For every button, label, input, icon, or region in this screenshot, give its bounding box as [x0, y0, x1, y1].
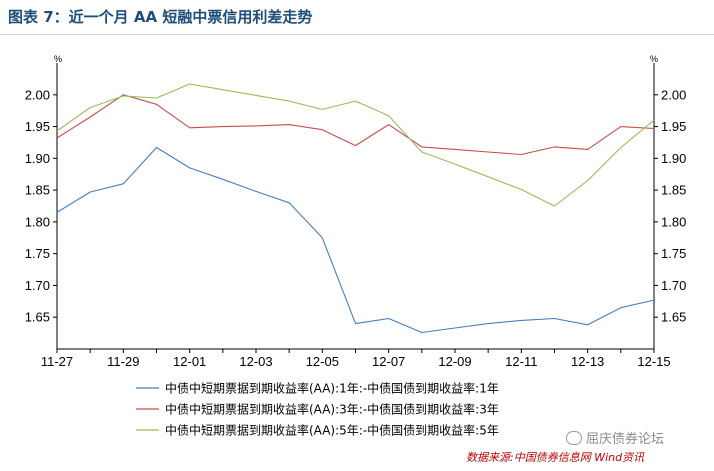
x-axis-ticks: 11-27 11-29 12-01 12-03 12-05 12-07 12-09 12-11…: [41, 349, 671, 369]
y-tick-label-right: 1.90: [661, 151, 686, 166]
x-tick-label: 12-13: [571, 354, 604, 369]
x-tick-label: 11-29: [107, 354, 139, 369]
x-tick-label: 12-09: [438, 354, 471, 369]
legend-label-2: 中债中短期票据到期收益率(AA):3年:-中债国债到期收益率:3年: [165, 402, 499, 417]
legend-label-3: 中债中短期票据到期收益率(AA):5年:-中债国债到期收益率:5年: [165, 423, 499, 438]
y-tick-label-right: 1.95: [661, 119, 686, 134]
y-tick-label-left: 2.00: [25, 87, 50, 102]
y-axis-right-ticks: 1.65 1.70 1.75 1.80 1.85 1.90 1.95 2.00: [654, 87, 686, 325]
x-tick-label: 12-07: [372, 354, 405, 369]
series-lines: [56, 83, 655, 334]
y-tick-label-left: 1.65: [25, 310, 50, 325]
y-tick-label-right: 1.70: [661, 278, 686, 293]
y-tick-label-left: 1.85: [25, 183, 50, 198]
title-divider: [0, 34, 714, 35]
chart-axes: %%: [54, 54, 658, 350]
watermark: 屈庆债券论坛: [566, 428, 664, 447]
x-tick-label: 12-05: [306, 354, 339, 369]
watermark-text: 屈庆债券论坛: [586, 432, 665, 447]
legend: 中债中短期票据到期收益率(AA):1年:-中债国债到期收益率:1年中债中短期票据…: [136, 381, 499, 438]
x-tick-label: 12-01: [173, 354, 206, 369]
y-tick-label-right: 1.75: [661, 246, 686, 261]
series-line-3: [56, 83, 655, 207]
y-tick-label-left: 1.75: [25, 246, 50, 261]
y-axis-left-unit: %: [54, 54, 62, 64]
y-tick-label-left: 1.95: [25, 119, 50, 134]
x-tick-label: 12-03: [239, 354, 272, 369]
y-tick-label-left: 1.90: [25, 151, 50, 166]
y-tick-label-right: 2.00: [661, 87, 686, 102]
y-tick-label-right: 1.85: [661, 183, 686, 198]
legend-label-1: 中债中短期票据到期收益率(AA):1年:-中债国债到期收益率:1年: [165, 381, 499, 396]
x-tick-label: 12-15: [637, 354, 670, 369]
series-line-2: [56, 94, 655, 156]
y-axis-left-ticks: 1.65 1.70 1.75 1.80 1.85 1.90 1.95 2.00: [25, 87, 57, 325]
y-tick-label-left: 1.80: [25, 214, 50, 229]
series-line-1: [56, 146, 655, 334]
chart-title: 图表 7：近一个月 AA 短融中票信用利差走势: [8, 8, 313, 26]
y-tick-label-right: 1.80: [661, 214, 686, 229]
y-tick-label-right: 1.65: [661, 310, 686, 325]
wechat-icon: [566, 431, 582, 445]
y-tick-label-left: 1.70: [25, 278, 50, 293]
y-axis-right-unit: %: [650, 54, 658, 64]
x-tick-label: 11-27: [41, 354, 73, 369]
x-tick-label: 12-11: [505, 354, 537, 369]
source-note: 数据来源:中国债券信息网 Wind资讯: [466, 451, 645, 464]
